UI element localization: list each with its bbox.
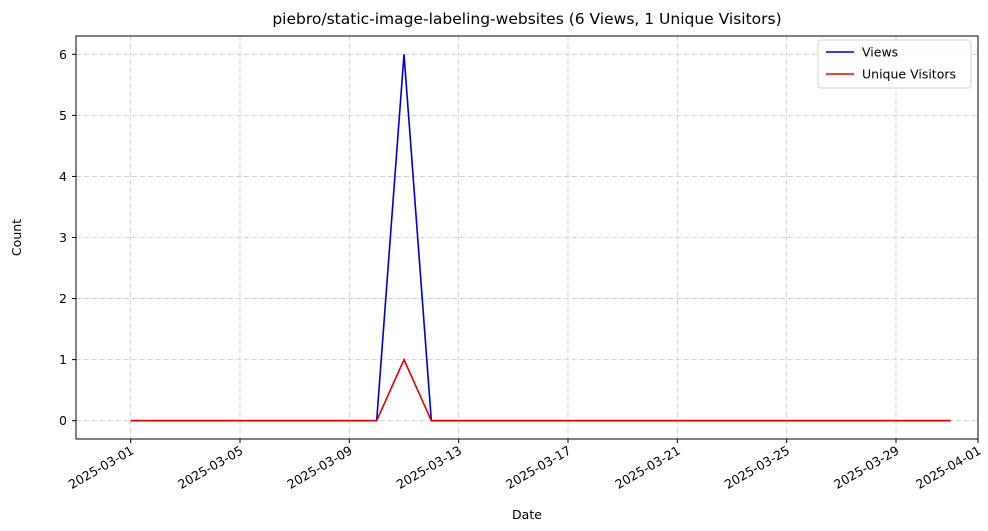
legend-box bbox=[817, 39, 972, 89]
y-tick-label: 4 bbox=[59, 169, 67, 184]
chart-title: piebro/static-image-labeling-websites (6… bbox=[272, 10, 781, 28]
y-axis-label: Count bbox=[9, 219, 24, 256]
y-tick-label: 3 bbox=[59, 230, 67, 245]
x-axis-label: Date bbox=[512, 507, 542, 522]
y-axis-ticks: 0 1 2 3 4 5 6 bbox=[59, 47, 76, 428]
y-tick-label: 6 bbox=[59, 47, 67, 62]
legend: Views Unique Visitors bbox=[817, 39, 972, 89]
series-line-unique-visitors bbox=[130, 357, 951, 422]
legend-entry: Unique Visitors bbox=[862, 67, 956, 82]
y-tick-label: 2 bbox=[59, 291, 67, 306]
y-tick-label: 5 bbox=[59, 108, 67, 123]
y-tick-label: 1 bbox=[59, 352, 67, 367]
y-tick-label: 0 bbox=[59, 413, 67, 428]
series-lines bbox=[130, 54, 951, 422]
legend-entry: Views bbox=[862, 45, 898, 60]
